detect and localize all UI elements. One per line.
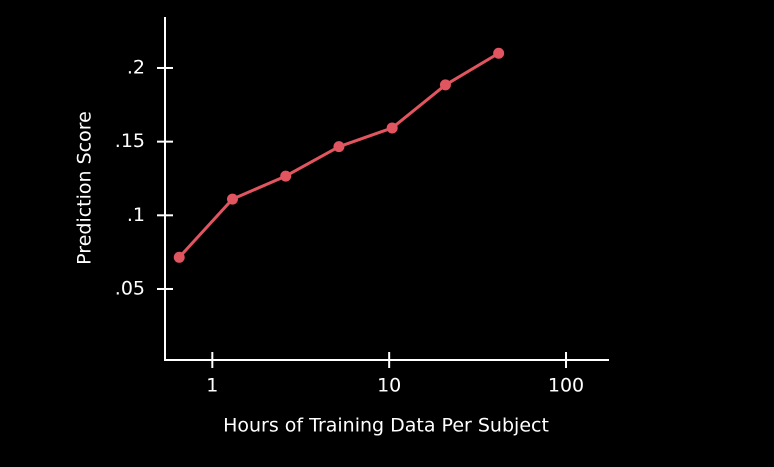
point [493, 47, 505, 59]
x-tick-label: 1 [206, 375, 218, 397]
y-tick-label: .2 [127, 56, 145, 78]
x-tick-label: 100 [548, 375, 584, 397]
y-axis-title: Prediction Score [74, 111, 96, 265]
y-tick-label: .1 [127, 204, 145, 226]
point [386, 122, 398, 134]
point [173, 251, 185, 263]
y-tick-label: .05 [115, 277, 145, 299]
point [280, 170, 292, 182]
x-tick-label: 10 [377, 375, 401, 397]
point [333, 141, 345, 153]
point [226, 193, 238, 205]
y-tick-label: .15 [115, 130, 145, 152]
x-axis-title: Hours of Training Data Per Subject [223, 415, 549, 437]
point [439, 79, 451, 91]
